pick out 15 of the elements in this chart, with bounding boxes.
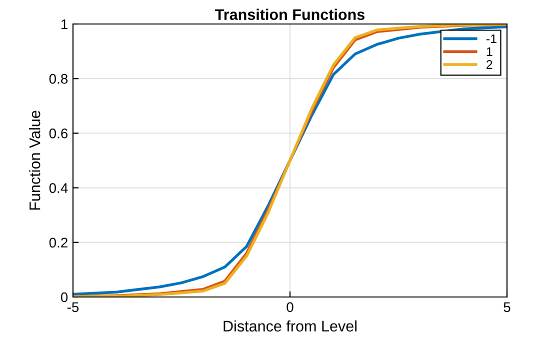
y-tick-label: 1 [61,19,68,30]
x-tick-label: 5 [504,302,510,312]
legend-label: -1 [486,34,496,44]
y-tick-label: 0 [60,292,68,302]
y-tick-label: 0.4 [49,183,68,193]
y-axis-title: Function Value [29,110,40,210]
legend-label: 1 [486,47,492,56]
x-tick-label: 0 [286,302,294,312]
legend-label: 2 [486,60,492,69]
y-tick-label: 0.6 [49,128,68,138]
y-tick-label: 0.8 [49,74,68,84]
chart-title: Transition Functions [215,8,364,20]
x-axis-title: Distance from Level [224,320,356,332]
y-tick-label: 0.2 [49,238,68,248]
x-tick-label: -5 [67,302,79,312]
